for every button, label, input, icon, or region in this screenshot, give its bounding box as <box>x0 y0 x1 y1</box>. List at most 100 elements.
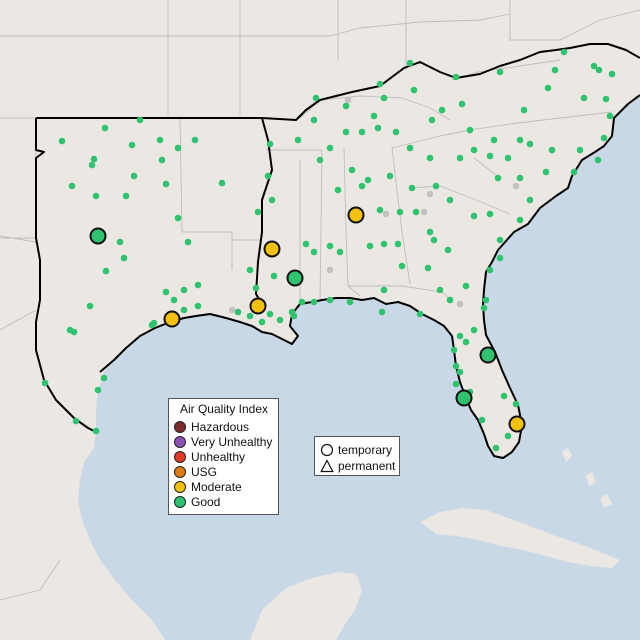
good-monitor-marker[interactable] <box>428 116 436 124</box>
good-monitor-marker[interactable] <box>594 156 602 164</box>
good-monitor-marker[interactable] <box>180 306 188 314</box>
good-monitor-marker[interactable] <box>258 318 266 326</box>
good-monitor-marker[interactable] <box>312 94 320 102</box>
good-monitor-marker[interactable] <box>101 124 109 132</box>
good-monitor-marker[interactable] <box>504 154 512 162</box>
good-monitor-marker[interactable] <box>462 282 470 290</box>
good-monitor-marker[interactable] <box>380 94 388 102</box>
good-monitor-marker[interactable] <box>130 172 138 180</box>
good-monitor-marker[interactable] <box>600 134 608 142</box>
moderate-highlighted-monitor-marker[interactable] <box>163 310 181 328</box>
good-monitor-marker[interactable] <box>452 362 460 370</box>
good-monitor-marker[interactable] <box>426 154 434 162</box>
good-monitor-marker[interactable] <box>336 248 344 256</box>
good-monitor-marker[interactable] <box>436 286 444 294</box>
good-monitor-marker[interactable] <box>560 48 568 56</box>
good-monitor-marker[interactable] <box>416 310 424 318</box>
good-monitor-marker[interactable] <box>374 124 382 132</box>
good-monitor-marker[interactable] <box>486 210 494 218</box>
good-monitor-marker[interactable] <box>394 240 402 248</box>
good-monitor-marker[interactable] <box>246 266 254 274</box>
good-monitor-marker[interactable] <box>128 141 136 149</box>
monitor-markers[interactable] <box>41 48 616 452</box>
good-monitor-marker[interactable] <box>430 236 438 244</box>
good-monitor-marker[interactable] <box>398 262 406 270</box>
good-monitor-marker[interactable] <box>380 286 388 294</box>
good-monitor-marker[interactable] <box>470 326 478 334</box>
good-monitor-marker[interactable] <box>486 266 494 274</box>
good-monitor-marker[interactable] <box>392 128 400 136</box>
good-monitor-marker[interactable] <box>148 321 156 329</box>
good-monitor-marker[interactable] <box>500 392 508 400</box>
good-monitor-marker[interactable] <box>520 106 528 114</box>
good-monitor-marker[interactable] <box>92 427 100 435</box>
good-monitor-marker[interactable] <box>68 182 76 190</box>
moderate-highlighted-monitor-marker[interactable] <box>347 206 365 224</box>
good-monitor-marker[interactable] <box>41 379 49 387</box>
good-monitor-marker[interactable] <box>326 144 334 152</box>
good-monitor-marker[interactable] <box>444 246 452 254</box>
good-monitor-marker[interactable] <box>88 161 96 169</box>
good-monitor-marker[interactable] <box>526 140 534 148</box>
good-monitor-marker[interactable] <box>490 136 498 144</box>
good-monitor-marker[interactable] <box>170 296 178 304</box>
good-monitor-marker[interactable] <box>496 236 504 244</box>
good-monitor-marker[interactable] <box>86 302 94 310</box>
good-monitor-marker[interactable] <box>595 66 603 74</box>
good-monitor-marker[interactable] <box>90 155 98 163</box>
good-monitor-marker[interactable] <box>58 137 66 145</box>
good-monitor-marker[interactable] <box>310 116 318 124</box>
no-data-monitor-marker[interactable] <box>382 210 390 218</box>
good-monitor-marker[interactable] <box>446 196 454 204</box>
moderate-highlighted-monitor-marker[interactable] <box>508 415 526 433</box>
good-highlighted-monitor-marker[interactable] <box>286 269 304 287</box>
good-monitor-marker[interactable] <box>478 416 486 424</box>
good-monitor-marker[interactable] <box>194 302 202 310</box>
good-monitor-marker[interactable] <box>450 346 458 354</box>
good-monitor-marker[interactable] <box>158 156 166 164</box>
no-data-monitor-marker[interactable] <box>456 300 464 308</box>
good-monitor-marker[interactable] <box>410 86 418 94</box>
good-monitor-marker[interactable] <box>334 186 342 194</box>
good-monitor-marker[interactable] <box>576 146 584 154</box>
good-monitor-marker[interactable] <box>480 304 488 312</box>
good-monitor-marker[interactable] <box>548 146 556 154</box>
good-monitor-marker[interactable] <box>290 312 298 320</box>
good-monitor-marker[interactable] <box>496 254 504 262</box>
good-monitor-marker[interactable] <box>470 212 478 220</box>
good-monitor-marker[interactable] <box>310 298 318 306</box>
good-monitor-marker[interactable] <box>608 70 616 78</box>
no-data-monitor-marker[interactable] <box>512 182 520 190</box>
good-monitor-marker[interactable] <box>456 154 464 162</box>
good-highlighted-monitor-marker[interactable] <box>479 346 497 364</box>
good-monitor-marker[interactable] <box>424 264 432 272</box>
good-monitor-marker[interactable] <box>342 102 350 110</box>
good-monitor-marker[interactable] <box>358 128 366 136</box>
good-monitor-marker[interactable] <box>326 296 334 304</box>
good-monitor-marker[interactable] <box>456 368 464 376</box>
good-monitor-marker[interactable] <box>94 386 102 394</box>
good-monitor-marker[interactable] <box>120 254 128 262</box>
good-monitor-marker[interactable] <box>122 192 130 200</box>
good-monitor-marker[interactable] <box>254 208 262 216</box>
good-monitor-marker[interactable] <box>494 174 502 182</box>
good-monitor-marker[interactable] <box>452 380 460 388</box>
good-monitor-marker[interactable] <box>268 196 276 204</box>
good-monitor-marker[interactable] <box>516 136 524 144</box>
no-data-monitor-marker[interactable] <box>344 96 352 104</box>
good-monitor-marker[interactable] <box>294 136 302 144</box>
good-monitor-marker[interactable] <box>370 112 378 120</box>
good-monitor-marker[interactable] <box>264 172 272 180</box>
good-highlighted-monitor-marker[interactable] <box>89 227 107 245</box>
good-monitor-marker[interactable] <box>466 126 474 134</box>
good-monitor-marker[interactable] <box>310 248 318 256</box>
good-highlighted-monitor-marker[interactable] <box>455 389 473 407</box>
good-monitor-marker[interactable] <box>92 192 100 200</box>
good-monitor-marker[interactable] <box>156 136 164 144</box>
good-monitor-marker[interactable] <box>270 272 278 280</box>
good-monitor-marker[interactable] <box>174 144 182 152</box>
good-monitor-marker[interactable] <box>606 112 614 120</box>
good-monitor-marker[interactable] <box>342 128 350 136</box>
good-monitor-marker[interactable] <box>218 179 226 187</box>
